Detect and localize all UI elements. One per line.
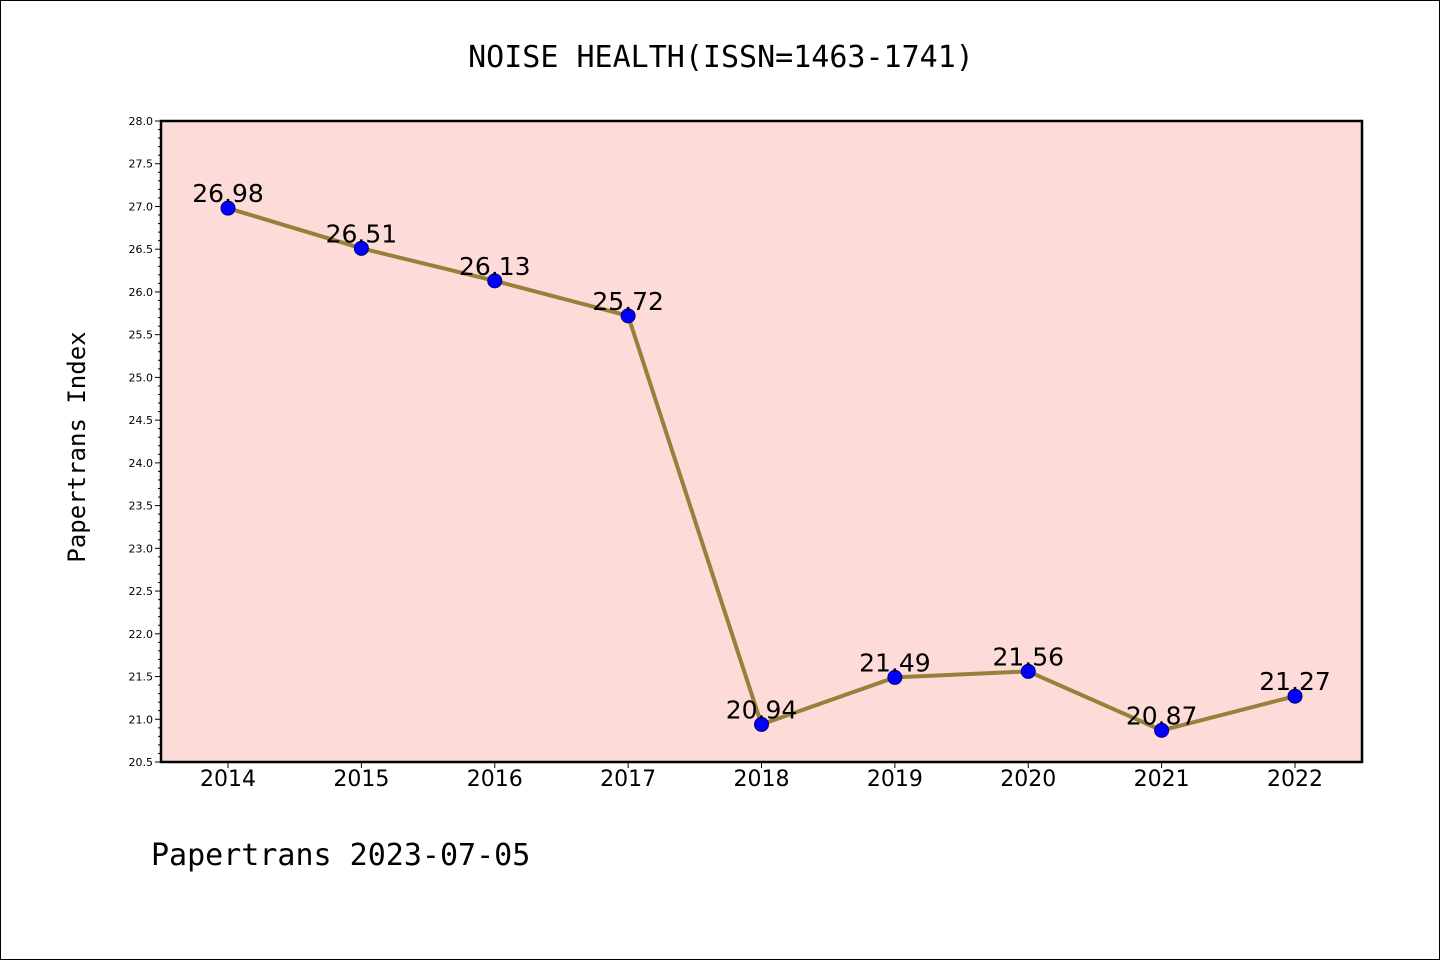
data-point [754,716,769,732]
y-tick-label: 27.0 [129,200,154,213]
data-label: 20.87 [1126,701,1198,730]
data-point [1287,688,1303,704]
y-tick-label: 26.5 [129,243,154,256]
data-label: 21.56 [992,642,1064,671]
chart-title: NOISE HEALTH(ISSN=1463-1741) [468,40,974,75]
y-axis: 20.5 21.0 21.5 22.0 22.5 23.0 23.5 24.0 24.5 25.0… [129,115,161,769]
footer-label: Papertrans 2023-07-05 [151,838,530,873]
y-tick-label: 20.5 [129,756,154,769]
plot-area [159,119,1364,764]
data-point [220,200,236,216]
y-tick-label: 22.5 [129,585,154,598]
y-tick-label: 28.0 [129,115,154,128]
x-tick-label: 2014 [200,767,256,792]
y-tick-label: 23.0 [129,542,154,555]
x-tick-label: 2019 [867,767,923,792]
data-label: 26.51 [326,219,398,248]
data-label: 25.72 [592,287,664,316]
x-tick-label: 2017 [600,767,656,792]
data-point [353,240,369,256]
x-axis: 2014 2015 2016 2017 2018 2019 2020 2021 2022 [200,762,1323,792]
y-tick-label: 26.0 [129,286,154,299]
x-tick-label: 2022 [1267,767,1323,792]
y-tick-label: 23.5 [129,500,154,513]
data-point [1154,722,1170,738]
x-tick-label: 2018 [734,767,790,792]
y-tick-label: 25.5 [129,329,154,342]
y-tick-label: 24.5 [129,414,154,427]
data-label: 26.98 [192,179,264,208]
y-tick-label: 22.0 [129,628,154,641]
x-tick-label: 2015 [333,767,389,792]
y-tick-label: 25.0 [129,371,154,384]
y-tick-label: 27.5 [129,158,154,171]
data-point [1020,663,1036,679]
data-point [887,669,903,685]
data-point [620,308,636,324]
data-label: 20.94 [726,695,798,724]
y-tick-label: 24.0 [129,457,154,470]
x-tick-label: 2021 [1134,767,1190,792]
y-tick-label: 21.5 [129,671,154,684]
x-tick-label: 2020 [1000,767,1056,792]
data-label: 21.49 [859,648,931,677]
y-tick-label: 21.0 [129,713,154,726]
data-point [487,273,503,289]
series-group: 26.98 26.51 26.13 25.72 20.94 21.49 21.56 20.87… [192,179,1331,738]
data-label: 26.13 [459,252,531,281]
data-label: 21.27 [1259,667,1331,696]
y-axis-label: Papertrans Index [63,331,91,562]
x-tick-label: 2016 [467,767,523,792]
